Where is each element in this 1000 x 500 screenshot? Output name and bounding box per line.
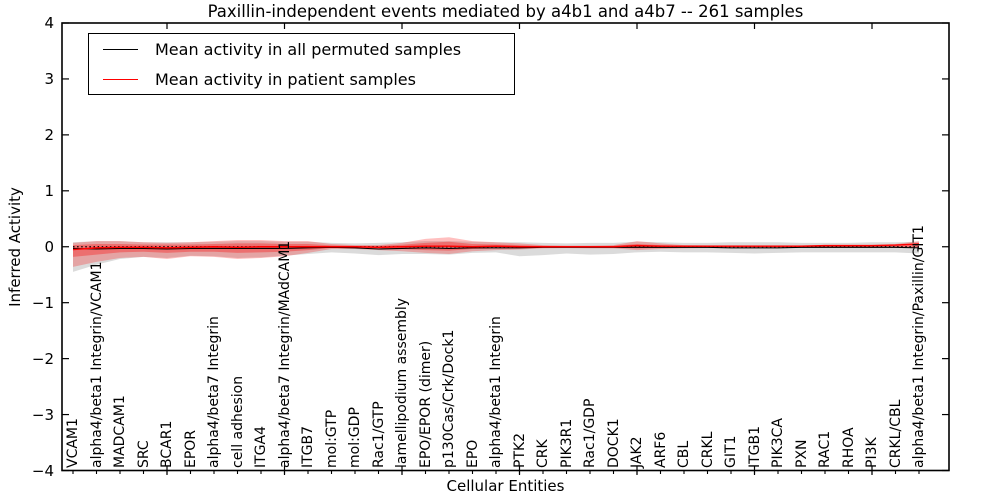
series-line-permuted (72, 246, 920, 250)
x-tick-label: CRK (535, 439, 551, 468)
legend-label: Mean activity in all permuted samples (155, 39, 462, 59)
chart-title: Paxillin-independent events mediated by … (207, 2, 804, 21)
x-tick-label: ITGB7 (300, 425, 316, 468)
band-patient-samples-range-inner (73, 241, 919, 257)
y-tick-label: 2 (44, 125, 54, 144)
x-tick-label: EPO (464, 439, 481, 468)
x-tick-label: CRKL (699, 431, 716, 468)
x-tick-label: alpha4/beta1 Integrin (488, 316, 504, 468)
y-tick-label: 0 (44, 237, 54, 256)
x-tick-label: VCAM1 (65, 418, 81, 468)
x-tick-label: PXN (793, 439, 810, 468)
y-tick-label: −2 (31, 349, 54, 368)
x-tick-label: PTK2 (511, 432, 528, 468)
x-tick-label: DOCK1 (605, 418, 622, 468)
x-tick-label: lamellipodium assembly (394, 297, 410, 468)
x-tick-label: mol:GTP (323, 409, 340, 468)
x-tick-label: PIK3R1 (558, 418, 575, 468)
x-tick-label: PI3K (864, 437, 880, 468)
x-tick-label: PIK3CA (770, 417, 786, 468)
x-tick-label: cell adhesion (229, 375, 246, 468)
legend: Mean activity in all permuted samples Me… (88, 33, 515, 95)
x-tick-label: JAK2 (629, 436, 645, 468)
x-tick-label: mol:GDP (347, 407, 363, 468)
y-tick-label: 4 (44, 14, 54, 32)
x-tick-label: CRKL/CBL (887, 399, 904, 468)
x-tick-label: ITGB1 (746, 425, 763, 468)
x-axis-label: Cellular Entities (446, 477, 565, 495)
x-tick-label: Rac1/GTP (370, 401, 387, 468)
x-tick-label: alpha4/beta7 Integrin (206, 316, 222, 468)
y-tick-label: 1 (44, 181, 54, 200)
x-tick-label: EPO/EPOR (dimer) (417, 340, 434, 468)
x-tick-label: Rac1/GDP (582, 398, 598, 468)
x-tick-label: alpha4/beta7 Integrin/MAdCAM1 (276, 240, 293, 468)
x-tick-label: p130Cas/Crk/Dock1 (441, 329, 457, 468)
x-tick-label: MADCAM1 (112, 395, 128, 468)
y-tick-label: −4 (31, 461, 54, 480)
x-tick-label: GIT1 (723, 435, 739, 468)
y-tick-label: −1 (31, 293, 54, 312)
x-tick-label: SRC (135, 440, 152, 468)
x-tick-label: RAC1 (817, 430, 833, 468)
legend-label: Mean activity in patient samples (155, 69, 416, 89)
y-tick-label: 3 (44, 69, 54, 88)
band-patient-samples-range-outer (73, 237, 919, 267)
x-tick-label: EPOR (182, 429, 199, 468)
x-tick-label: RHOA (840, 427, 857, 468)
legend-item-permuted: Mean activity in all permuted samples (89, 35, 514, 64)
x-tick-label: alpha4/beta1 Integrin/VCAM1 (88, 261, 105, 469)
legend-item-patient: Mean activity in patient samples (89, 65, 514, 94)
red-line-swatch-icon (103, 78, 138, 80)
x-tick-label: BCAR1 (159, 420, 175, 468)
y-tick-label: −3 (31, 405, 54, 424)
x-tick-label: ITGA4 (253, 425, 269, 468)
x-tick-label: alpha4/beta1 Integrin/Paxillin/GIT1 (911, 225, 927, 468)
x-tick-label: CBL (676, 440, 692, 468)
black-line-swatch-icon (103, 48, 138, 50)
x-tick-label: ARF6 (652, 431, 669, 468)
series-line-patient (72, 243, 920, 251)
